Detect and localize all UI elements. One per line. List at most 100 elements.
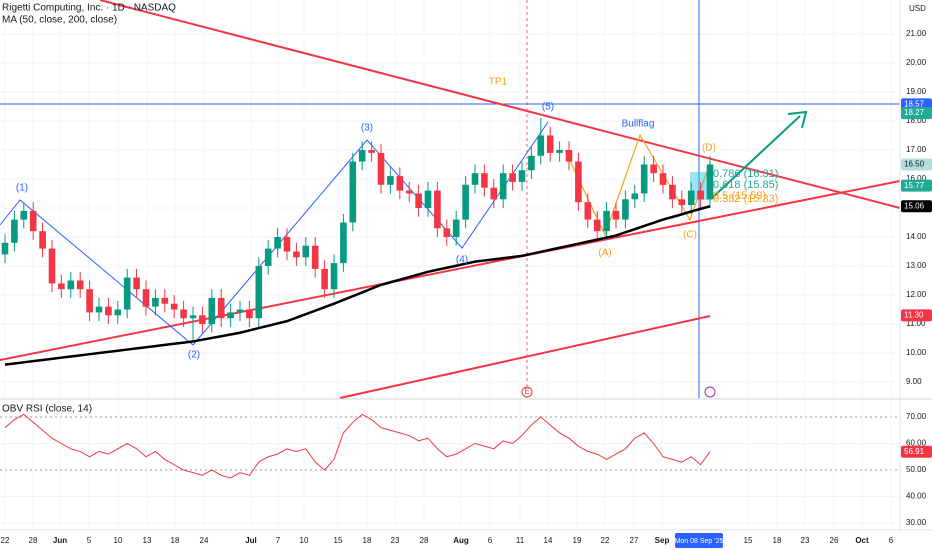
annotation: (2) bbox=[188, 350, 200, 361]
plot bbox=[1, 118, 714, 479]
x-tick-label: 24 bbox=[200, 536, 209, 545]
symbol-title: Rigetti Computing, Inc. · 1D · NASDAQ bbox=[2, 3, 176, 14]
earnings-icon[interactable] bbox=[521, 386, 533, 398]
y-tick-label: 19.00 bbox=[906, 87, 927, 96]
candle-body bbox=[11, 219, 18, 243]
grid bbox=[0, 33, 900, 524]
y-tick-label: 70.00 bbox=[906, 412, 927, 421]
x-tick-label: Aug bbox=[453, 536, 469, 545]
candle-body bbox=[603, 210, 610, 232]
candle-body bbox=[274, 237, 281, 249]
trendline bbox=[0, 180, 901, 361]
candle-body bbox=[462, 184, 469, 220]
candle-body bbox=[640, 164, 648, 194]
candle-body bbox=[546, 135, 554, 153]
annotation: (D) bbox=[702, 143, 716, 154]
candle-body bbox=[358, 149, 366, 162]
x-tick-label: Sep bbox=[655, 536, 670, 545]
x-tick-label: 15 bbox=[744, 536, 753, 545]
candle-body bbox=[1, 242, 9, 255]
candle-body bbox=[58, 283, 65, 290]
currency: USD bbox=[909, 4, 926, 13]
annotation: 0.382 (15.33) bbox=[713, 193, 778, 205]
annotation: 0.618 (15.85) bbox=[713, 179, 778, 191]
arrow-head bbox=[787, 110, 808, 129]
candle-body bbox=[39, 231, 46, 249]
candle-body bbox=[349, 161, 357, 223]
y-tick-label: 60.00 bbox=[906, 439, 927, 448]
candle-body bbox=[396, 176, 404, 191]
annotation: 0.5 (15.59) bbox=[713, 190, 766, 202]
candle-body bbox=[302, 245, 310, 258]
y-tick-label: 16.00 bbox=[906, 174, 927, 183]
candle-body bbox=[593, 219, 601, 232]
candle-body bbox=[95, 306, 103, 313]
y-tick-label: 30.00 bbox=[906, 518, 927, 527]
x-tick-label: Oct bbox=[855, 536, 869, 545]
price-badge-label: 16.50 bbox=[904, 160, 925, 169]
x-tick-label: 22 bbox=[601, 536, 610, 545]
dividend-icon[interactable] bbox=[704, 386, 716, 398]
price-badge bbox=[901, 179, 932, 192]
y-tick-label: 14.00 bbox=[906, 232, 927, 241]
y-tick-label: 9.00 bbox=[906, 377, 922, 386]
candle-body bbox=[246, 309, 253, 319]
y-tick-label: 50.00 bbox=[906, 465, 927, 474]
candle-body bbox=[434, 190, 441, 229]
x-tick-label: 13 bbox=[143, 536, 152, 545]
current-date: Mon 08 Sep '25 bbox=[675, 538, 724, 545]
price-badge-label: 11.30 bbox=[904, 310, 924, 319]
candle-body bbox=[199, 315, 206, 325]
candle-body bbox=[528, 155, 535, 171]
candle-body bbox=[377, 152, 385, 185]
annotation: (4) bbox=[456, 255, 468, 266]
price-badge bbox=[901, 107, 932, 120]
x-tick-label: 23 bbox=[391, 536, 400, 545]
y-tick-label: 40.00 bbox=[906, 492, 927, 501]
candle-body bbox=[189, 315, 197, 319]
x-tick-label: 11 bbox=[516, 536, 525, 545]
candle-body bbox=[678, 199, 686, 206]
candle-body bbox=[105, 306, 112, 316]
price-badge bbox=[901, 200, 932, 213]
abcd-line bbox=[564, 133, 711, 237]
candle-body bbox=[76, 280, 84, 290]
candle-body bbox=[518, 170, 526, 182]
candle-body bbox=[152, 297, 159, 307]
candle-body bbox=[490, 187, 498, 200]
candle-body bbox=[481, 173, 488, 188]
annotation: (5) bbox=[542, 102, 554, 113]
candle-body bbox=[584, 202, 592, 220]
trendline bbox=[99, 0, 901, 209]
annotation: (3) bbox=[361, 123, 373, 134]
y-tick-label: 18.00 bbox=[906, 116, 927, 125]
x-tick-label: 7 bbox=[276, 536, 281, 545]
earnings-label[interactable]: E bbox=[524, 387, 529, 396]
candle-body bbox=[133, 277, 140, 290]
y-tick-label: 21.00 bbox=[906, 29, 927, 38]
annotation: (C) bbox=[683, 230, 697, 241]
candle-body bbox=[340, 222, 347, 264]
candle-body bbox=[622, 199, 629, 220]
price-badge-label: 15.06 bbox=[904, 201, 925, 210]
candle-body bbox=[537, 135, 545, 156]
candle-body bbox=[631, 193, 639, 200]
x-tick-label: 26 bbox=[830, 536, 839, 545]
y-tick-label: 13.00 bbox=[906, 261, 927, 270]
candle-body bbox=[452, 219, 460, 238]
annotation: (1) bbox=[16, 183, 28, 194]
moving-average bbox=[4, 205, 711, 366]
candle-body bbox=[565, 149, 573, 162]
price-badge-label: 15.77 bbox=[904, 181, 925, 190]
candle-body bbox=[123, 277, 131, 310]
rsi-badge-label: 56.91 bbox=[904, 447, 925, 456]
rsi-line bbox=[4, 413, 711, 479]
price-badge bbox=[901, 309, 932, 322]
annotation: 0.786 (16.31) bbox=[713, 168, 778, 180]
x-tick-label: 15 bbox=[334, 536, 343, 545]
candle-body bbox=[650, 164, 657, 174]
candle-body bbox=[612, 210, 620, 220]
candle-body bbox=[180, 309, 187, 319]
x-tick-label: 10 bbox=[300, 536, 309, 545]
x-tick-label: 27 bbox=[630, 536, 639, 545]
